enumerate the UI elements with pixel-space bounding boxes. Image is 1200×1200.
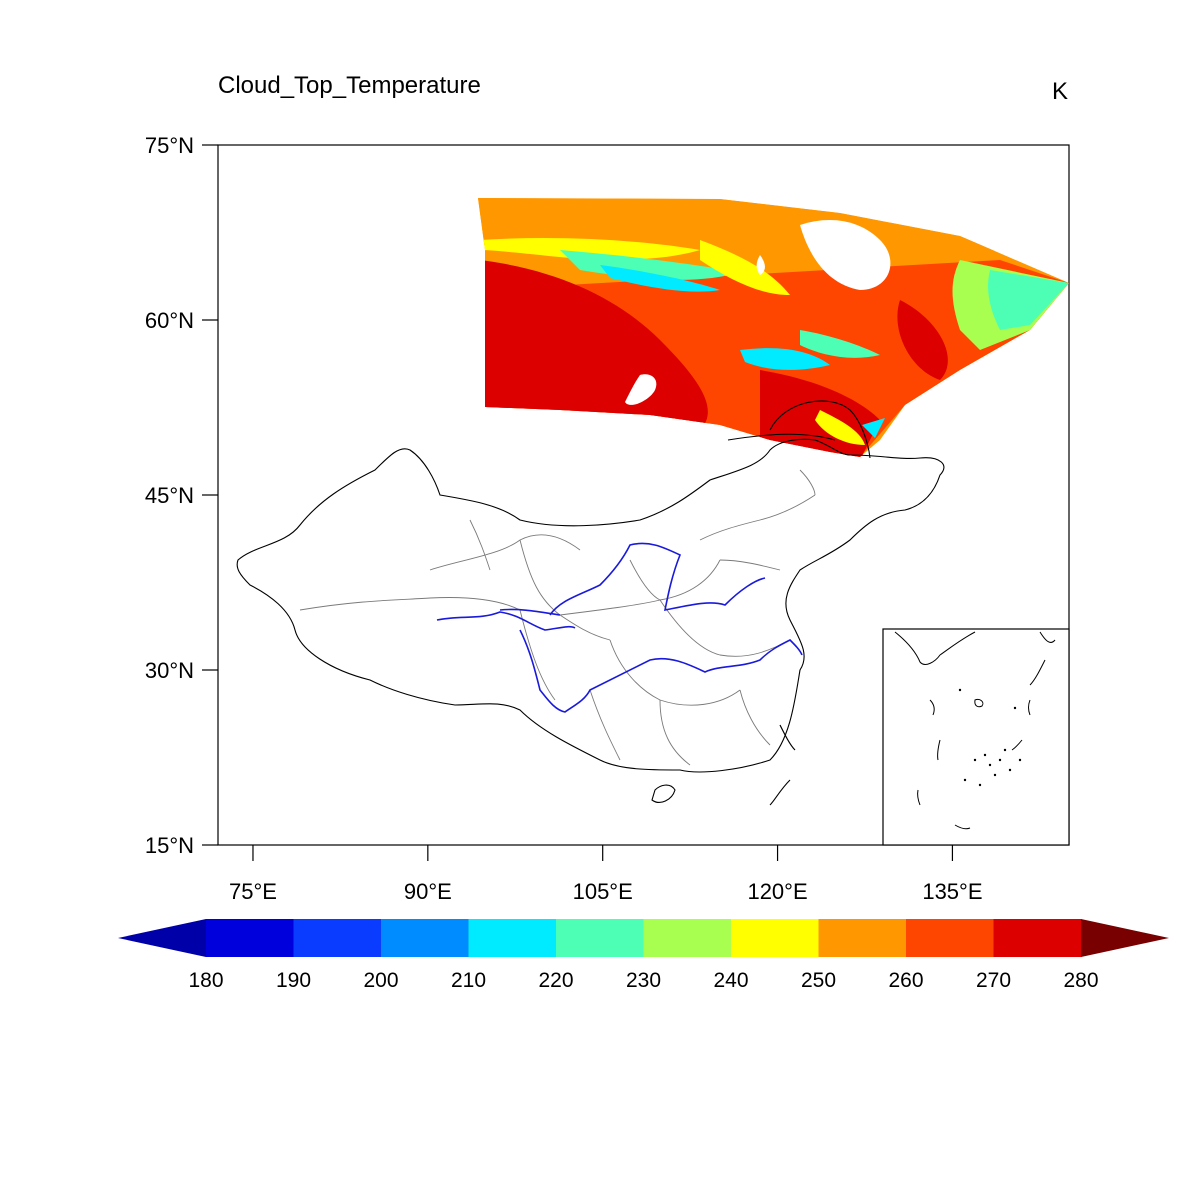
colorbar-swatch [818, 919, 907, 957]
lon-tick-label: 135°E [922, 879, 982, 904]
lon-tick-label: 90°E [404, 879, 452, 904]
country-borders [236, 400, 945, 806]
colorbar-swatch [556, 919, 644, 957]
inset-map [882, 628, 1070, 846]
colorbar-label: 240 [713, 969, 748, 992]
colorbar-label: 210 [451, 969, 486, 992]
province-borders [299, 469, 816, 766]
lat-tick-label: 15°N [145, 833, 194, 858]
colorbar-label: 180 [188, 969, 223, 992]
colorbar-label: 220 [538, 969, 573, 992]
colorbar-label: 200 [363, 969, 398, 992]
colorbar-swatch [468, 919, 557, 957]
colorbar-swatch [906, 919, 994, 957]
lon-tick-label: 105°E [573, 879, 633, 904]
colorbar: 180 190 200 210 220 230 240 250 260 270 280 [118, 919, 1169, 992]
plot-title: Cloud_Top_Temperature [218, 72, 481, 99]
colorbar-label: 270 [976, 969, 1011, 992]
colorbar-swatch [293, 919, 382, 957]
rivers [436, 542, 803, 713]
lat-tick-label: 45°N [145, 483, 194, 508]
colorbar-swatch [206, 919, 294, 957]
lat-tick-label: 60°N [145, 308, 194, 333]
lon-tick-label: 75°E [229, 879, 277, 904]
colorbar-swatch [731, 919, 819, 957]
colorbar-label: 280 [1063, 969, 1098, 992]
lon-tick-label: 120°E [747, 879, 807, 904]
colorbar-swatch [381, 919, 469, 957]
colorbar-label: 230 [626, 969, 661, 992]
colorbar-label: 250 [801, 969, 836, 992]
colorbar-upper-triangle [1081, 919, 1169, 957]
latitude-axis: 15°N 30°N 45°N 60°N 75°N [145, 133, 218, 858]
longitude-axis: 75°E 90°E 105°E 120°E 135°E [229, 845, 983, 904]
lat-tick-label: 75°N [145, 133, 194, 158]
colorbar-swatch [643, 919, 732, 957]
colorbar-swatch [993, 919, 1082, 957]
colorbar-label: 190 [276, 969, 311, 992]
lat-tick-label: 30°N [145, 658, 194, 683]
colorbar-label: 260 [888, 969, 923, 992]
swath-raster [478, 198, 1069, 457]
colorbar-lower-triangle [118, 919, 206, 957]
units-label: K [1052, 78, 1069, 105]
